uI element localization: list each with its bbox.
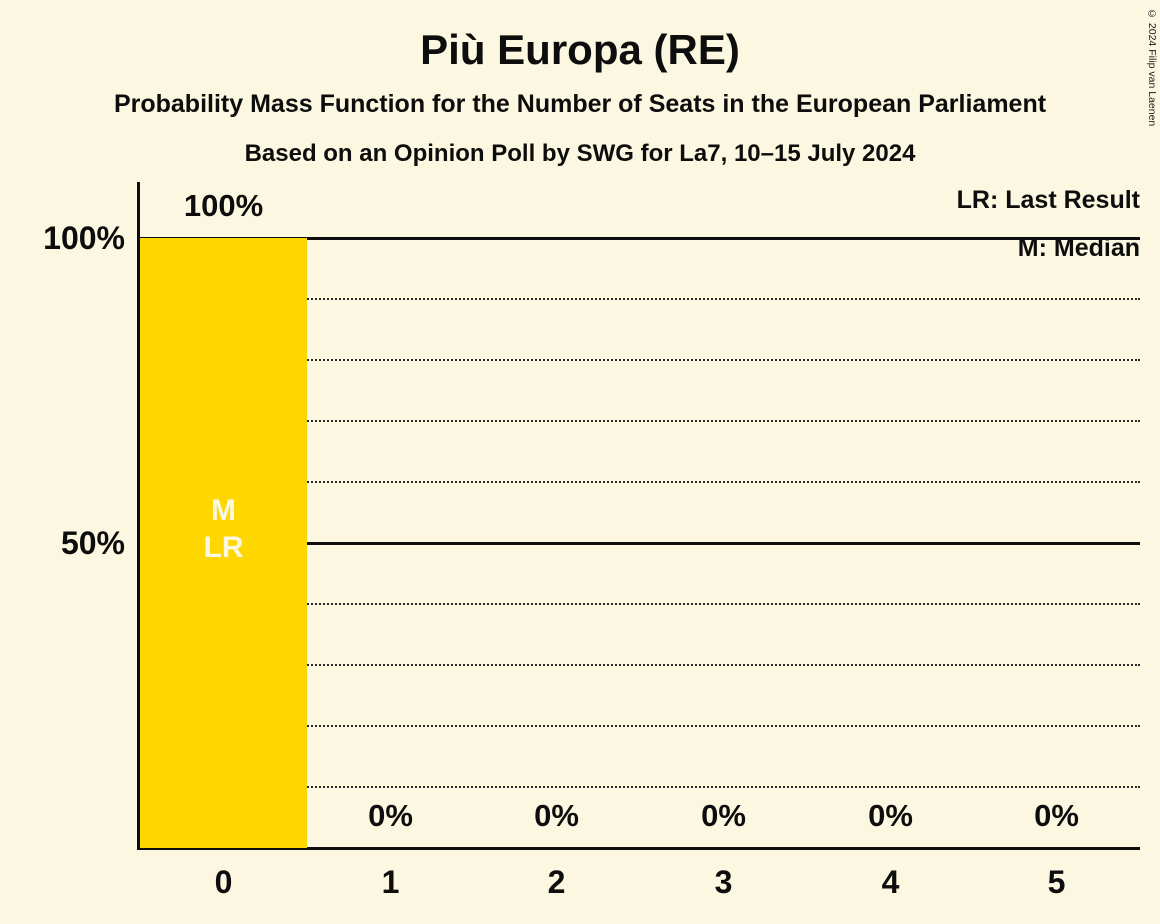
bar-annotation-median: M <box>211 494 236 527</box>
poll-details: Based on an Opinion Poll by SWG for La7,… <box>244 140 916 167</box>
value-label-seat-0: 100% <box>183 188 264 223</box>
y-tick-label-100: 100% <box>43 220 125 256</box>
x-tick-label-0: 0 <box>214 864 233 900</box>
value-label-seat-3: 0% <box>701 798 746 833</box>
value-label-seat-5: 0% <box>1034 798 1079 833</box>
value-label-seat-2: 0% <box>534 798 579 833</box>
y-axis-line <box>137 182 140 850</box>
chart-subtitle: Probability Mass Function for the Number… <box>113 90 1047 118</box>
value-label-seat-4: 0% <box>868 798 913 833</box>
legend-last-result: LR: Last Result <box>956 186 1140 214</box>
value-label-seat-1: 0% <box>368 798 413 833</box>
probability-bar-seat-0 <box>140 238 307 848</box>
y-tick-label-50: 50% <box>60 525 125 561</box>
page-title: Più Europa (RE) <box>420 26 740 73</box>
gridline-solid-50 <box>140 542 1140 545</box>
gridline-solid-100 <box>140 237 1140 240</box>
x-axis-line <box>137 847 1140 850</box>
x-tick-label-2: 2 <box>547 864 566 900</box>
gridline-dotted-80 <box>140 359 1140 361</box>
gridline-dotted-70 <box>140 420 1140 422</box>
bar-annotation-last-result: LR <box>203 531 244 564</box>
x-tick-label-3: 3 <box>714 864 733 900</box>
x-tick-label-5: 5 <box>1047 864 1066 900</box>
gridline-dotted-90 <box>140 298 1140 300</box>
gridline-dotted-40 <box>140 603 1140 605</box>
x-tick-label-4: 4 <box>881 864 900 900</box>
gridline-dotted-60 <box>140 481 1140 483</box>
gridline-dotted-30 <box>140 664 1140 666</box>
gridline-dotted-20 <box>140 725 1140 727</box>
bar-annotation: M LR <box>140 492 307 566</box>
copyright-notice: © 2024 Filip van Laenen <box>1146 8 1158 127</box>
gridline-dotted-10 <box>140 786 1140 788</box>
x-tick-label-1: 1 <box>381 864 400 900</box>
